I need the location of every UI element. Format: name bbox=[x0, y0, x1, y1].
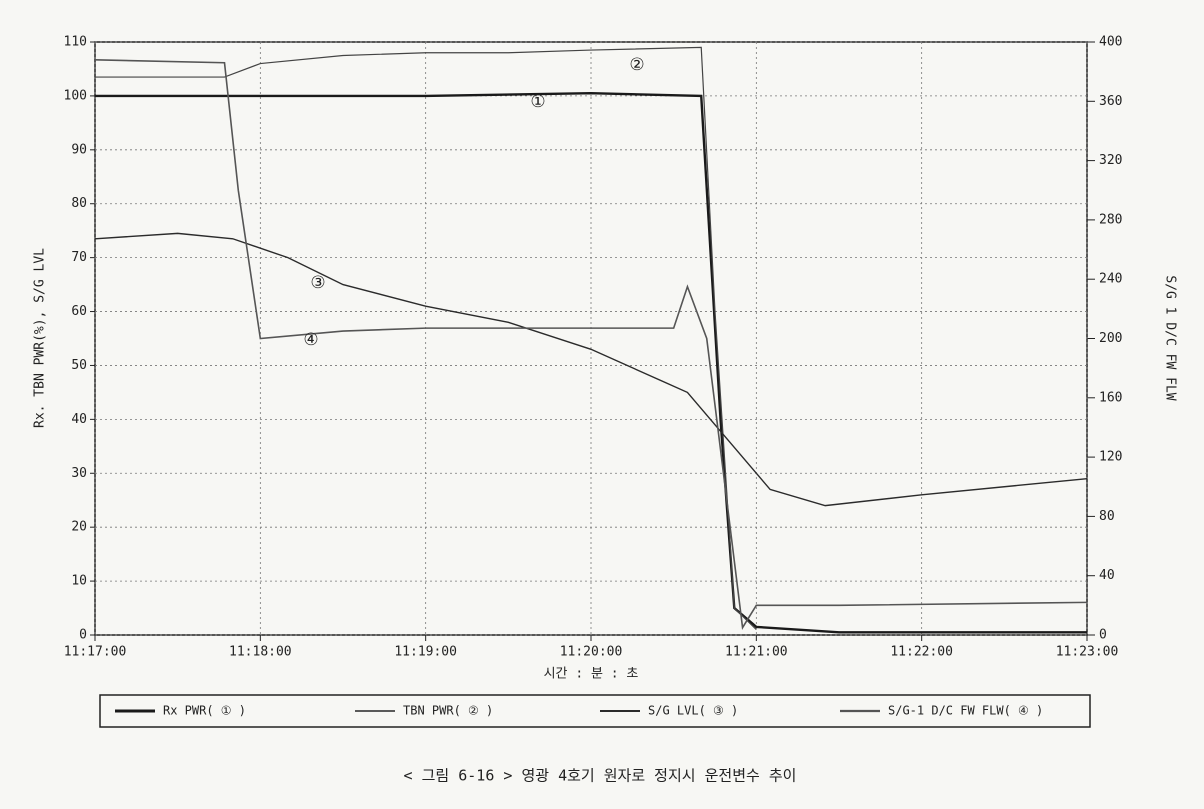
x-tick-label: 11:17:00 bbox=[64, 645, 127, 660]
y2-tick-label: 200 bbox=[1099, 331, 1122, 346]
y-tick-label: 30 bbox=[71, 466, 87, 481]
y-tick-label: 10 bbox=[71, 574, 87, 589]
y-tick-label: 0 bbox=[79, 628, 87, 643]
y2-tick-label: 280 bbox=[1099, 212, 1122, 227]
y-tick-label: 100 bbox=[64, 88, 87, 103]
series-line bbox=[95, 46, 757, 631]
x-tick-label: 11:21:00 bbox=[725, 645, 788, 660]
y2-tick-label: 320 bbox=[1099, 153, 1122, 168]
y-tick-label: 40 bbox=[71, 412, 87, 427]
y2-tick-label: 360 bbox=[1099, 94, 1122, 109]
y2-axis-label: S/G 1 D/C FW FLW bbox=[1163, 275, 1178, 400]
legend-label: S/G-1 D/C FW FLW( ④ ) bbox=[888, 704, 1043, 718]
annotation: ③ bbox=[310, 273, 325, 293]
legend-label: S/G LVL( ③ ) bbox=[648, 704, 738, 718]
x-tick-label: 11:23:00 bbox=[1056, 645, 1119, 660]
x-axis-label: 시간 : 분 : 초 bbox=[544, 667, 639, 682]
y-tick-label: 90 bbox=[71, 142, 87, 157]
y-tick-label: 20 bbox=[71, 520, 87, 535]
x-tick-label: 11:19:00 bbox=[394, 645, 457, 660]
annotation: ① bbox=[530, 92, 545, 112]
x-tick-label: 11:20:00 bbox=[560, 645, 623, 660]
y-tick-label: 70 bbox=[71, 250, 87, 265]
annotation: ④ bbox=[303, 330, 318, 350]
y-axis-label: Rx. TBN PWR(%), S/G LVL bbox=[33, 248, 48, 428]
y-tick-label: 60 bbox=[71, 304, 87, 319]
y-tick-label: 110 bbox=[64, 35, 87, 50]
caption: < 그림 6-16 > 영광 4호기 원자로 정지시 운전변수 추이 bbox=[404, 767, 797, 785]
y-tick-label: 50 bbox=[71, 358, 87, 373]
y2-tick-label: 40 bbox=[1099, 568, 1115, 583]
series-line bbox=[95, 92, 1087, 634]
y2-tick-label: 0 bbox=[1099, 628, 1107, 643]
series-line bbox=[94, 232, 1088, 507]
y-tick-label: 80 bbox=[71, 196, 87, 211]
legend-box bbox=[99, 694, 1091, 728]
y2-tick-label: 80 bbox=[1099, 509, 1115, 524]
series-line bbox=[94, 58, 1088, 630]
annotation: ② bbox=[629, 55, 644, 75]
y2-tick-label: 240 bbox=[1099, 272, 1122, 287]
legend-label: TBN PWR( ② ) bbox=[403, 704, 493, 718]
x-tick-label: 11:22:00 bbox=[890, 645, 953, 660]
y2-tick-label: 120 bbox=[1099, 450, 1122, 465]
legend-label: Rx PWR( ① ) bbox=[163, 704, 246, 718]
y2-tick-label: 400 bbox=[1099, 35, 1122, 50]
x-tick-label: 11:18:00 bbox=[229, 645, 292, 660]
y2-tick-label: 160 bbox=[1099, 390, 1122, 405]
